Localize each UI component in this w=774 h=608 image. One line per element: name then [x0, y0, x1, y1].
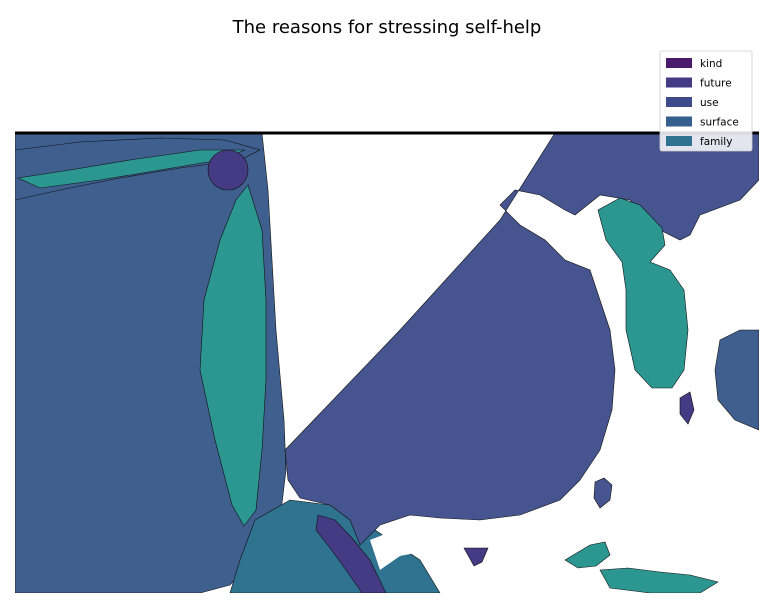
map-region-kind — [315, 514, 387, 593]
legend-swatch-use — [666, 97, 692, 107]
map-region-east-teal — [597, 197, 689, 389]
map-region-island-a — [564, 541, 611, 569]
map-region-right-edge — [714, 329, 759, 431]
legend-label-future: future — [700, 78, 732, 90]
map-area — [15, 133, 759, 593]
legend-swatch-future — [666, 77, 692, 88]
legend-label-kind: kind — [700, 58, 722, 70]
map-region-island-b — [599, 567, 719, 593]
map-region-east-use — [284, 133, 759, 546]
legend-label-family: family — [700, 136, 732, 148]
chart-title: The reasons for stressing self-help — [232, 17, 542, 38]
legend: kind future use surface family — [659, 50, 753, 152]
legend-label-use: use — [700, 97, 719, 109]
legend-swatch-kind — [666, 58, 692, 68]
legend-swatch-surface — [666, 116, 692, 127]
map-region-island-d — [463, 547, 489, 567]
map-region-gulf — [370, 512, 545, 570]
map-region-island-e — [679, 391, 695, 425]
legend-label-surface: surface — [700, 117, 739, 129]
legend-items: kind future use surface family — [666, 58, 739, 148]
map-region-round-lake — [207, 149, 249, 191]
map-region-island-c — [593, 477, 613, 509]
legend-swatch-family — [666, 136, 692, 146]
map-region-long-lake — [199, 184, 267, 527]
